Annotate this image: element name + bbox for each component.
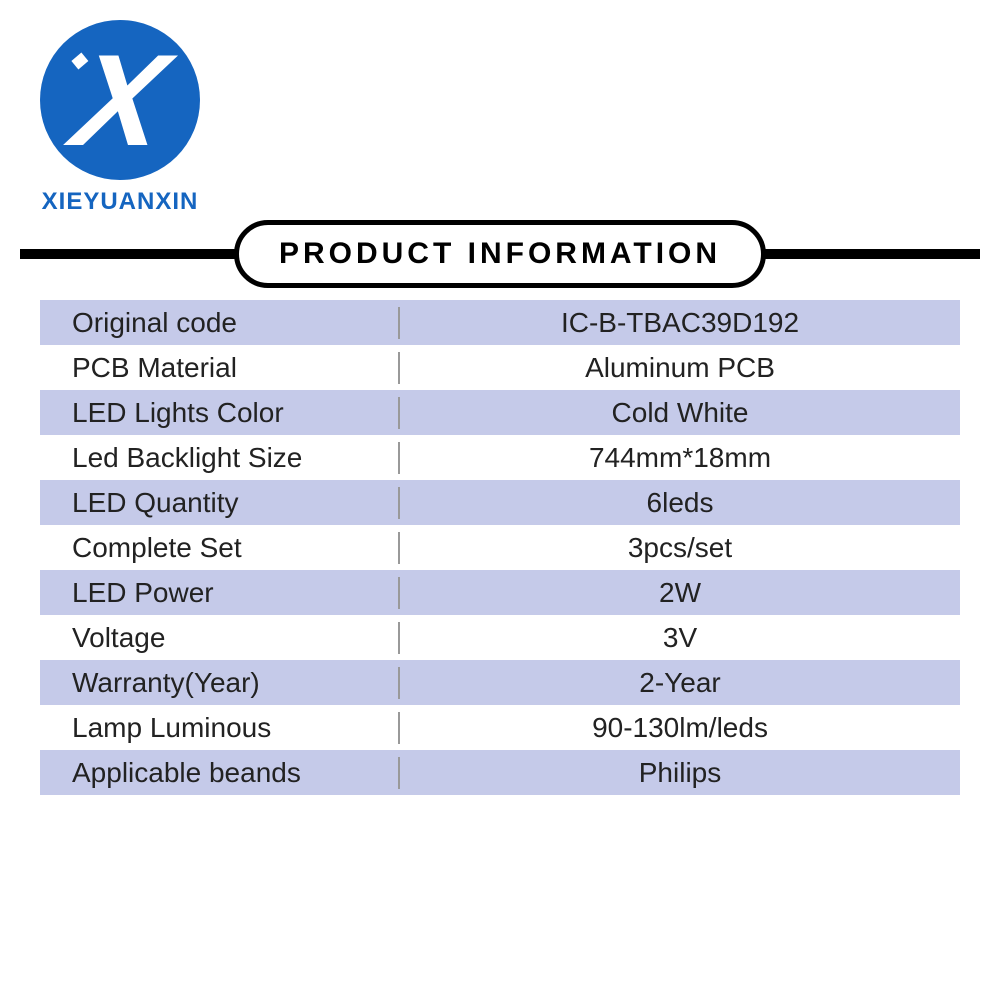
- spec-label: Lamp Luminous: [40, 712, 400, 744]
- header-line-right: [762, 249, 980, 259]
- table-row: Led Backlight Size 744mm*18mm: [40, 435, 960, 480]
- spec-value: 2W: [400, 577, 960, 609]
- spec-value: 2-Year: [400, 667, 960, 699]
- header-title: PRODUCT INFORMATION: [279, 237, 721, 271]
- spec-label: Applicable beands: [40, 757, 400, 789]
- brand-logo: X XIEYUANXIN: [40, 20, 200, 216]
- header-line-left: [20, 249, 238, 259]
- spec-label: PCB Material: [40, 352, 400, 384]
- spec-label: Led Backlight Size: [40, 442, 400, 474]
- spec-label: LED Quantity: [40, 487, 400, 519]
- spec-value: 90-130lm/leds: [400, 712, 960, 744]
- table-row: Lamp Luminous 90-130lm/leds: [40, 705, 960, 750]
- spec-value: IC-B-TBAC39D192: [400, 307, 960, 339]
- spec-label: LED Lights Color: [40, 397, 400, 429]
- spec-label: Complete Set: [40, 532, 400, 564]
- table-row: LED Power 2W: [40, 570, 960, 615]
- table-row: Warranty(Year) 2-Year: [40, 660, 960, 705]
- product-info-table: Original code IC-B-TBAC39D192 PCB Materi…: [40, 300, 960, 795]
- spec-label: LED Power: [40, 577, 400, 609]
- brand-name: XIEYUANXIN: [40, 188, 200, 216]
- spec-value: 3V: [400, 622, 960, 654]
- spec-label: Original code: [40, 307, 400, 339]
- table-row: Voltage 3V: [40, 615, 960, 660]
- table-row: PCB Material Aluminum PCB: [40, 345, 960, 390]
- spec-label: Warranty(Year): [40, 667, 400, 699]
- table-row: Complete Set 3pcs/set: [40, 525, 960, 570]
- logo-circle: X: [40, 20, 200, 180]
- spec-label: Voltage: [40, 622, 400, 654]
- section-header: PRODUCT INFORMATION: [0, 220, 1000, 288]
- logo-letter: X: [63, 25, 176, 175]
- header-oval: PRODUCT INFORMATION: [234, 220, 766, 288]
- table-row: Original code IC-B-TBAC39D192: [40, 300, 960, 345]
- spec-value: Philips: [400, 757, 960, 789]
- spec-value: Aluminum PCB: [400, 352, 960, 384]
- spec-value: Cold White: [400, 397, 960, 429]
- table-row: LED Quantity 6leds: [40, 480, 960, 525]
- spec-value: 3pcs/set: [400, 532, 960, 564]
- table-row: LED Lights Color Cold White: [40, 390, 960, 435]
- spec-value: 6leds: [400, 487, 960, 519]
- spec-value: 744mm*18mm: [400, 442, 960, 474]
- table-row: Applicable beands Philips: [40, 750, 960, 795]
